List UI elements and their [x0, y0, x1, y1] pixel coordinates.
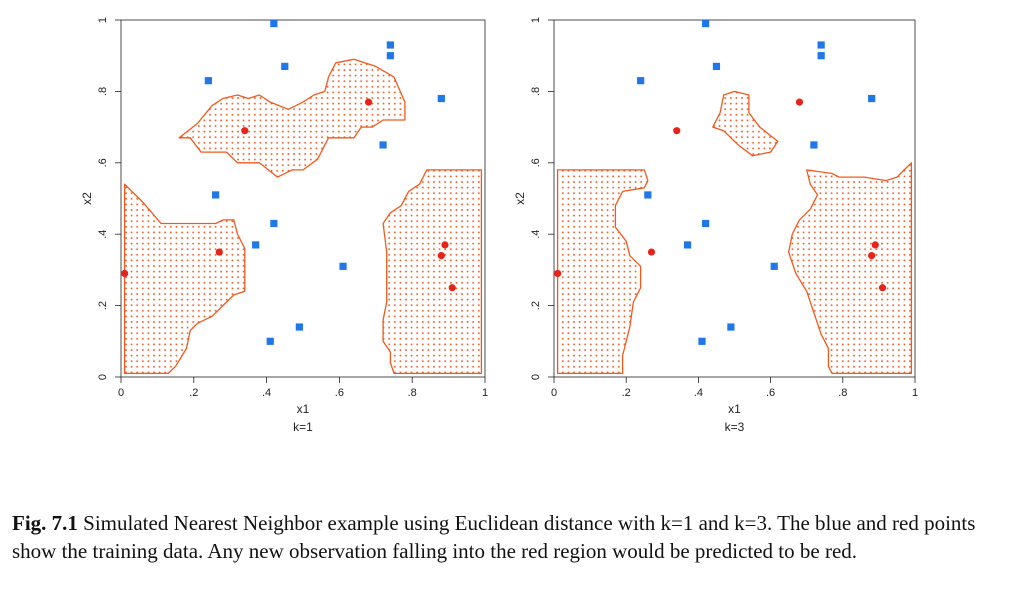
figure-caption: Fig. 7.1 Simulated Nearest Neighbor exam… — [12, 509, 997, 565]
red-point — [554, 269, 562, 278]
blue-point — [712, 62, 721, 71]
x-tick-label: 0 — [551, 387, 557, 399]
y-tick-label: .4 — [530, 230, 542, 239]
red-point — [673, 127, 681, 135]
red-region-1 — [712, 90, 779, 157]
x-tick-label: .4 — [694, 387, 703, 399]
y-tick-label: 1 — [97, 17, 109, 23]
red-point — [878, 284, 887, 292]
red-point — [795, 98, 804, 106]
y-tick-label: .2 — [97, 301, 109, 310]
x-tick-label: .8 — [838, 387, 847, 399]
x-tick-label: 0 — [118, 387, 124, 399]
blue-point — [270, 19, 278, 28]
blue-point — [379, 141, 387, 149]
blue-point — [817, 52, 825, 60]
x-tick-label: .4 — [262, 387, 271, 399]
red-point — [647, 248, 656, 256]
caption-label: Fig. 7.1 — [12, 511, 78, 535]
knn-plot-k3: 0 .2 .4 .6 .8 1 0 .2 .4 .6 .8 1 x1 k=3 x2 — [513, 17, 918, 434]
y-tick-label: .2 — [530, 301, 542, 310]
x-axis-title: x1 — [728, 402, 741, 416]
blue-point — [270, 219, 278, 228]
red-point — [437, 252, 445, 260]
plot-frame — [553, 19, 916, 378]
blue-point — [702, 19, 710, 28]
red-point — [868, 252, 876, 260]
blue-point — [204, 77, 212, 85]
red-region-3 — [382, 169, 483, 375]
x-axis-title: x1 — [297, 402, 310, 416]
figure: 0 .2 .4 .6 .8 1 0 .2 .4 .6 .8 1 x1 k=1 x2 0 .2 .4 .6 .8 1 0.… — [80, 17, 918, 434]
blue-point — [702, 219, 710, 228]
y-tick-label: 1 — [530, 17, 542, 23]
x-tick-label: 1 — [912, 387, 918, 399]
x-tick-label: .8 — [408, 387, 417, 399]
blue-point — [266, 337, 274, 345]
blue-point — [212, 191, 220, 199]
caption-text: Simulated Nearest Neighbor example using… — [12, 511, 976, 563]
blue-point — [868, 94, 876, 103]
blue-point — [683, 241, 692, 249]
blue-point — [252, 241, 260, 249]
blue-point — [386, 41, 394, 49]
y-axis-title: x2 — [513, 192, 527, 205]
blue-point — [281, 62, 289, 71]
red-region-1 — [178, 58, 406, 178]
y-tick-label: .4 — [97, 230, 109, 239]
x-tick-label: .6 — [335, 387, 344, 399]
blue-point — [644, 191, 652, 199]
x-tick-label: .2 — [189, 387, 198, 399]
y-tick-label: .8 — [97, 87, 109, 96]
red-point — [871, 241, 879, 249]
red-region-3 — [787, 162, 913, 375]
red-point — [364, 98, 373, 106]
blue-point — [339, 262, 347, 270]
plot-subtitle: k=3 — [725, 420, 745, 434]
red-point — [241, 127, 249, 135]
plot-subtitle: k=1 — [293, 420, 313, 434]
y-tick-label: 0 — [97, 374, 109, 380]
y-axis-title: x2 — [80, 192, 94, 205]
red-region-2 — [123, 183, 246, 375]
blue-point — [637, 77, 645, 85]
red-region-2 — [556, 169, 649, 375]
red-point — [448, 284, 456, 292]
x-tick-label: 1 — [482, 387, 488, 399]
knn-plot-k1: 0 .2 .4 .6 .8 1 0 .2 .4 .6 .8 1 x1 k=1 x2 — [80, 17, 488, 434]
plot-frame — [120, 19, 486, 378]
blue-point — [295, 323, 303, 331]
blue-point — [810, 141, 818, 149]
y-tick-label: .8 — [530, 87, 542, 96]
blue-point — [386, 52, 394, 60]
x-tick-label: .6 — [766, 387, 775, 399]
blue-point — [727, 323, 735, 331]
blue-point — [770, 262, 778, 270]
blue-point — [817, 41, 825, 49]
x-tick-label: .2 — [622, 387, 631, 399]
blue-point — [437, 94, 445, 103]
red-point — [441, 241, 449, 249]
blue-point — [698, 337, 706, 345]
y-tick-label: .6 — [530, 158, 542, 167]
y-tick-label: .6 — [97, 158, 109, 167]
red-point — [215, 248, 223, 256]
y-tick-label: 0 — [530, 374, 542, 380]
red-point — [121, 269, 129, 278]
